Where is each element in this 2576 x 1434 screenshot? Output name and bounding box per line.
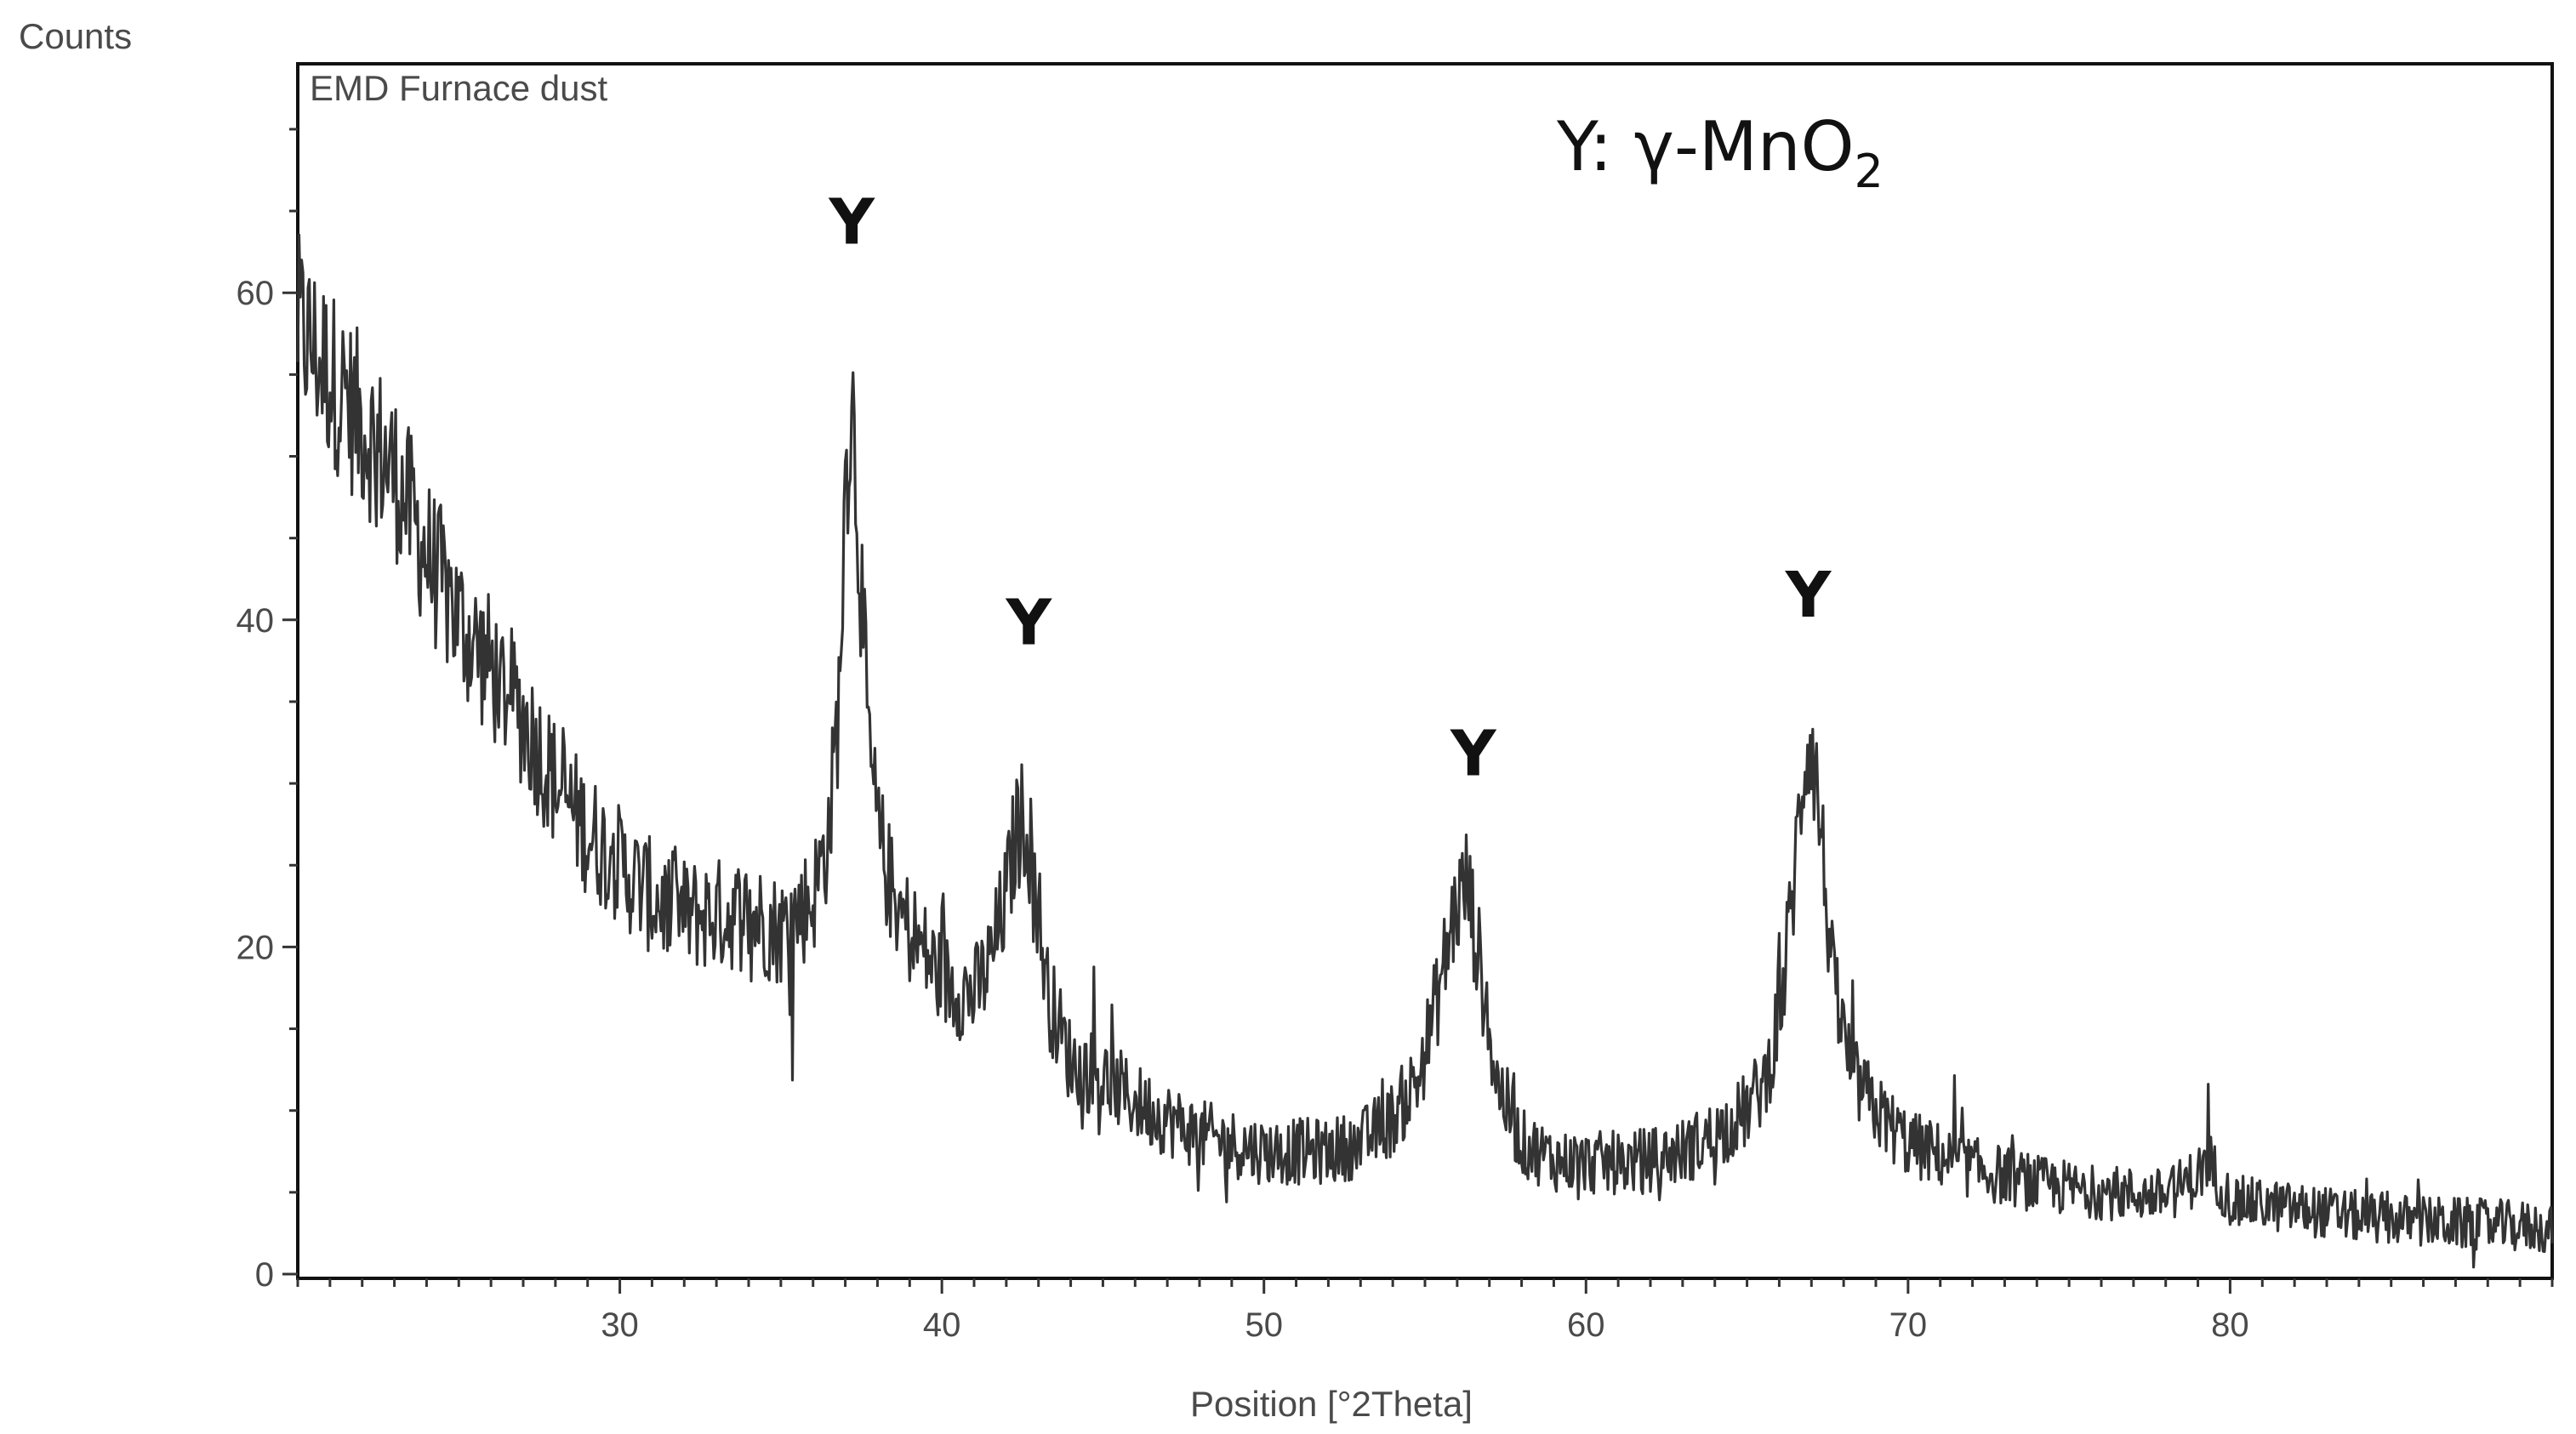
x-tick-label: 60 [1567,1306,1605,1344]
legend-phase: γ-MnO [1634,107,1855,186]
peak-markers: Y Y Y Y [828,186,1832,791]
y-tick-label: 0 [255,1256,274,1294]
peak-marker: Y [1450,717,1497,790]
y-tick-label: 40 [237,602,275,640]
y-tick-label: 20 [237,929,275,966]
chart-title: EMD Furnace dust [310,68,607,108]
x-tick-label: 70 [1889,1306,1928,1344]
x-tick-label: 40 [923,1306,961,1344]
y-axis-ticks: 0 20 40 60 [237,128,298,1294]
series-layer [296,233,2554,1269]
x-tick-label: 30 [601,1306,639,1344]
x-tick-label: 50 [1245,1306,1283,1344]
peak-marker: Y [1785,559,1832,632]
legend: Y: γ-MnO2 [1556,107,1884,198]
y-tick-label: 60 [237,275,275,312]
x-tick-label: 80 [2211,1306,2249,1344]
legend-separator: : [1589,107,1633,186]
x-axis-label: Position [°2Theta] [1190,1384,1473,1424]
peak-marker: Y [828,186,875,259]
legend-subscript: 2 [1855,145,1884,198]
x-axis-ticks: 30 40 50 60 70 80 [296,1278,2554,1344]
series-line-0 [296,233,2554,1269]
peak-marker: Y [1006,587,1053,660]
y-axis-label: Counts [19,16,132,56]
